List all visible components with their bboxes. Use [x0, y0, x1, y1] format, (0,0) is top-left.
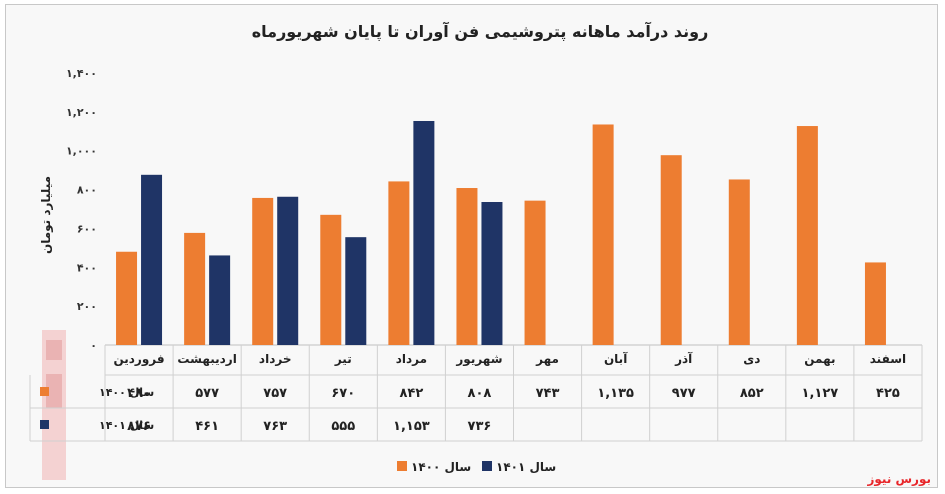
table-row-key — [40, 387, 49, 396]
y-tick-label: ۱,۰۰۰ — [66, 145, 97, 158]
x-category-label: آبان — [604, 351, 628, 366]
y-tick-label: ۰ — [90, 339, 97, 352]
bar-series1 — [184, 232, 206, 345]
x-category-label: فروردین — [113, 352, 164, 367]
bar-series1 — [320, 214, 342, 345]
table-cell-value: ۸۵۲ — [740, 386, 764, 401]
chart-title: روند درآمد ماهانه پتروشیمی فن آوران تا پ… — [251, 22, 709, 41]
y-axis-label: میلیارد تومان — [39, 176, 54, 254]
table-row-key — [40, 420, 49, 429]
bar-series1 — [796, 126, 818, 345]
table-cell-value: ۷۵۷ — [263, 386, 287, 401]
table-cell-value: ۴۲۵ — [876, 386, 900, 401]
x-category-label: اردیبهشت — [177, 352, 236, 366]
y-tick-label: ۱,۴۰۰ — [66, 67, 97, 80]
bar-series1 — [728, 179, 750, 345]
bar-series1 — [864, 262, 886, 345]
x-category-label: مهر — [535, 352, 559, 366]
table-cell-value: ۵۷۷ — [195, 386, 219, 401]
table-cell-value: ۱,۱۲۷ — [802, 386, 839, 401]
table-cell-value: ۹۷۷ — [672, 386, 696, 401]
table-cell-value: ۸۴۲ — [399, 386, 423, 401]
table-cell-value: ۱,۱۳۵ — [597, 386, 634, 401]
bar-series2 — [413, 120, 435, 345]
bar-series1 — [660, 155, 682, 345]
y-tick-label: ۲۰۰ — [77, 300, 97, 313]
bar-series2 — [277, 196, 299, 345]
bar-series1 — [456, 188, 478, 345]
bar-series1 — [592, 124, 614, 345]
watermark-logo — [42, 330, 66, 480]
legend-label: سال ۱۴۰۰ — [411, 460, 471, 474]
x-category-label: بهمن — [804, 352, 835, 366]
bar-series1 — [116, 251, 138, 345]
y-tick-label: ۸۰۰ — [77, 184, 97, 197]
x-category-label: مرداد — [396, 352, 427, 366]
x-category-label: خرداد — [259, 352, 292, 366]
x-category-label: اسفند — [870, 352, 906, 366]
brand-label: بورس نیوز — [867, 472, 931, 486]
table-cell-value: ۴۸۰ — [127, 386, 151, 401]
table-cell-value: ۷۳۶ — [468, 419, 492, 434]
y-tick-label: ۶۰۰ — [77, 222, 97, 235]
bar-series1 — [388, 181, 410, 345]
x-category-label: تیر — [334, 352, 352, 366]
bar-series1 — [524, 200, 546, 345]
legend-swatch — [397, 461, 407, 471]
x-category-label: دی — [743, 352, 760, 366]
x-category-label: آذر — [674, 351, 693, 366]
table-cell-value: ۶۷۰ — [331, 386, 355, 401]
table-cell-value: ۵۵۵ — [331, 419, 355, 434]
table-cell-value: ۸۰۸ — [468, 386, 492, 401]
bar-series2 — [141, 174, 163, 345]
x-category-label: شهریور — [455, 352, 502, 367]
legend-swatch — [482, 461, 492, 471]
table-cell-value: ۸۷۶ — [127, 419, 151, 434]
bar-series2 — [481, 202, 503, 345]
table-row-label: سال ۱۴۰۱ — [99, 419, 154, 432]
bar-series1 — [252, 197, 274, 345]
table-row-label: سال ۱۴۰۰ — [99, 386, 154, 399]
table-cell-value: ۴۶۱ — [195, 419, 219, 434]
y-tick-label: ۱,۲۰۰ — [66, 106, 97, 119]
y-tick-label: ۴۰۰ — [77, 261, 97, 274]
table-cell-value: ۱,۱۵۳ — [393, 419, 430, 434]
legend-label: سال ۱۴۰۱ — [496, 460, 556, 474]
table-cell-value: ۷۴۳ — [536, 386, 560, 401]
bar-series2 — [345, 237, 367, 345]
bar-series2 — [209, 255, 231, 345]
table-cell-value: ۷۶۳ — [263, 419, 287, 434]
